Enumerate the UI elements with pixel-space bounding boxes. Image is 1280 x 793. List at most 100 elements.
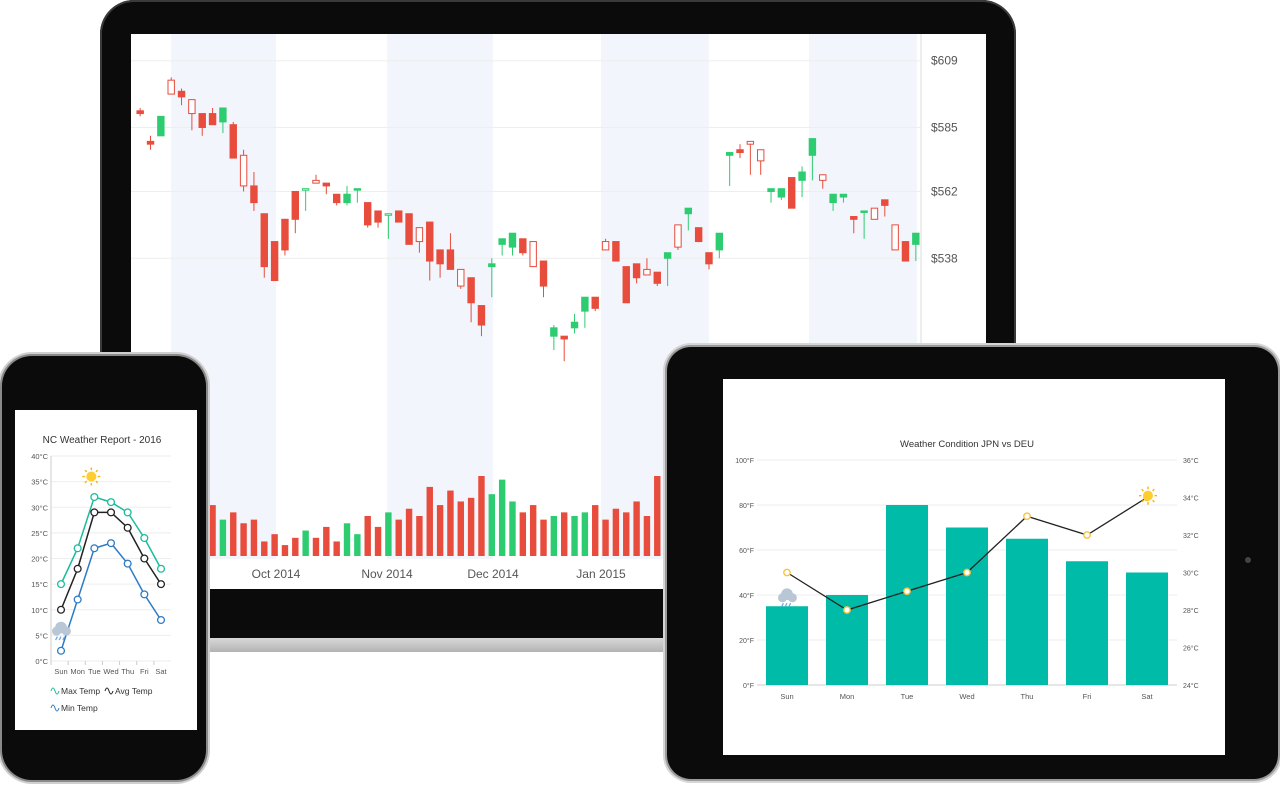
series-point [56,605,66,614]
y-axis-tick-label: $562 [931,184,958,198]
candle-body [136,110,144,115]
y-axis-tick-label: 5°C [35,631,48,640]
volume-bar [333,541,340,556]
series-point [90,508,99,517]
x-axis-tick-label: Dec 2014 [467,567,519,581]
candle-body [395,210,403,223]
series-point [106,508,116,517]
candle-body [591,296,599,309]
volume-bar [385,512,392,556]
candle-body [570,321,579,329]
candle-body [157,115,165,137]
series-point [90,492,99,502]
x-axis-tick-label: Thu [121,667,134,676]
series-point [73,564,82,573]
candle-body [177,90,186,98]
series-point [1023,512,1031,521]
candle-body [353,188,362,191]
candle-body [446,249,455,270]
y-axis-right-tick-label: 36°C [1183,457,1199,465]
series-point [106,498,116,507]
candle-body [881,199,889,206]
y-axis-tick-label: 15°C [31,580,48,589]
x-axis-tick-label: Nov 2014 [361,567,413,581]
candle-body [250,185,258,204]
candle-body [239,154,248,187]
candle-body [281,218,289,251]
y-axis-tick-label: 20°C [31,555,48,564]
volume-bar [271,534,278,556]
series-point [140,533,149,543]
column-bar [766,606,808,685]
x-axis-tick-label: Thu [1021,692,1034,701]
candle-body [601,241,610,251]
candle-body [581,296,589,312]
candle-body [426,221,434,262]
series-point [156,580,166,589]
candle-body [674,224,682,248]
candle-body [291,190,300,220]
y-axis-right-tick-label: 26°C [1183,645,1199,653]
x-axis-tick-label: Sat [155,667,167,676]
series-point [90,544,99,553]
column-bar [1006,538,1048,685]
candle-body [560,335,568,340]
legend-label: Min Temp [61,703,98,713]
x-axis-tick-label: Oct 2014 [252,567,301,581]
tablet-device: Weather Condition JPN vs DEU 100°F 80°F 60°… [667,347,1278,779]
y-axis-left-tick-label: 80°F [739,502,754,510]
chart-title: NC Weather Report - 2016 [43,435,162,446]
candle-body [756,149,765,162]
candle-body [167,79,175,95]
y-axis-left-tick-label: 40°F [739,592,754,600]
candle-body [891,224,899,251]
volume-bar [323,526,330,556]
candle-body [622,266,630,304]
phone-device: NC Weather Report - 2016 40°C 35°C 30°C 25°C… [2,356,206,780]
candle-body [457,268,465,287]
candle-body [498,238,506,245]
x-axis-tick-label: Mon [840,692,855,701]
candle-body [612,241,620,262]
series-point [106,539,116,548]
volume-bar [209,505,216,556]
volume-bar [540,519,547,556]
series-point [140,554,149,563]
y-axis-left-tick-label: 100°F [735,457,754,465]
y-axis-right-tick-label: 32°C [1183,532,1199,540]
legend-label: Avg Temp [115,686,153,696]
candle-body [363,202,372,226]
candle-body [653,271,661,284]
phone-screen: NC Weather Report - 2016 40°C 35°C 30°C 25°C… [15,410,197,730]
x-axis-tick-label: Fri [1083,692,1092,701]
series-point [56,646,66,655]
volume-bar [219,519,227,556]
column-bar [1126,572,1168,685]
volume-bar [602,519,609,556]
x-axis-tick-label: Fri [140,667,149,676]
candle-body [415,227,424,243]
candle-body [146,140,155,145]
candle-body [798,171,806,181]
x-axis-tick-label: Wed [103,667,118,676]
candle-body [777,188,786,198]
candle-body [343,193,351,204]
series-point [903,587,911,596]
candle-body [198,113,206,128]
candle-body [436,249,444,265]
candle-body [839,193,848,198]
x-axis-tick-label: Sun [780,692,793,701]
volume-bar [581,512,589,556]
candle-body [705,252,713,265]
candle-body [788,177,796,209]
y-axis-tick-label: 25°C [31,529,48,538]
candle-body [808,138,817,156]
volume-bar [426,486,433,556]
candle-body [188,99,196,115]
x-axis-tick-label: Tue [901,692,914,701]
candle-body [736,149,744,154]
volume-bar [261,541,268,556]
sun-icon [82,467,101,486]
legend-marker [104,687,114,695]
volume-bar [343,523,351,556]
